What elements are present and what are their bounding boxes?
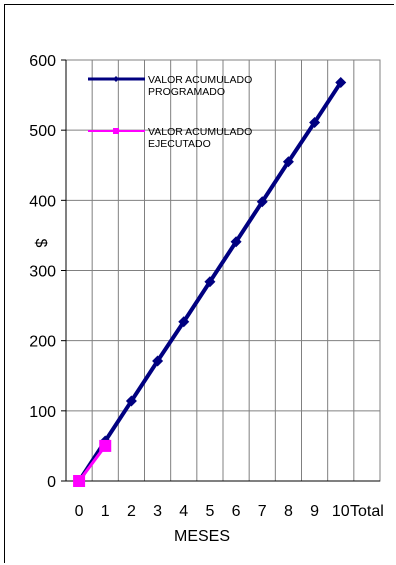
data-point-programado xyxy=(125,395,137,407)
y-tick-label: 300 xyxy=(29,264,56,281)
legend-marker-square xyxy=(113,128,119,134)
x-tick-label: 5 xyxy=(205,503,214,520)
legend-marker-diamond xyxy=(113,76,119,82)
x-tick-label: 8 xyxy=(284,503,293,520)
data-point-ejecutado xyxy=(73,475,86,487)
data-point-programado xyxy=(152,355,164,367)
legend-label-1: VALOR ACUMULADO xyxy=(148,74,252,86)
legend-label-1: PROGRAMADO xyxy=(148,86,225,98)
x-tick-label: 3 xyxy=(153,503,162,520)
x-tick-label: 7 xyxy=(258,503,267,520)
y-tick-label: 500 xyxy=(29,123,56,140)
chart-frame xyxy=(4,4,394,563)
series xyxy=(73,76,347,487)
x-tick-label: 9 xyxy=(310,503,319,520)
y-tick-label: 600 xyxy=(29,53,56,70)
x-tick-label: 1 xyxy=(101,503,110,520)
data-point-programado xyxy=(335,76,347,88)
x-tick-label: 6 xyxy=(232,503,241,520)
x-tick-labels: 0 1 2 3 4 5 6 7 8 9 10 Total xyxy=(75,503,384,520)
x-tick-label: 2 xyxy=(127,503,136,520)
x-tick-label: 10 xyxy=(332,503,350,520)
data-point-programado xyxy=(204,276,216,288)
y-tick-labels: 0 100 200 300 400 500 600 xyxy=(29,53,56,491)
y-tick-label: 400 xyxy=(29,193,56,210)
y-axis-title: $ xyxy=(32,239,49,248)
data-point-programado xyxy=(230,236,242,248)
grid xyxy=(61,59,380,482)
y-tick-label: 0 xyxy=(47,474,56,491)
x-tick-label: 0 xyxy=(75,503,84,520)
x-axis-title: MESES xyxy=(174,528,230,545)
data-point-programado xyxy=(282,156,294,168)
x-tick-label: 4 xyxy=(179,503,188,520)
legend-label-2: VALOR ACUMULADO xyxy=(148,126,252,138)
data-point-programado xyxy=(178,316,190,328)
data-point-programado xyxy=(256,196,268,208)
y-tick-label: 100 xyxy=(29,404,56,421)
data-point-ejecutado xyxy=(99,439,112,452)
legend-label-2: EJECUTADO xyxy=(148,138,211,150)
y-tick-label: 200 xyxy=(29,334,56,351)
data-point-programado xyxy=(309,116,321,128)
x-tick-label: Total xyxy=(350,503,384,520)
